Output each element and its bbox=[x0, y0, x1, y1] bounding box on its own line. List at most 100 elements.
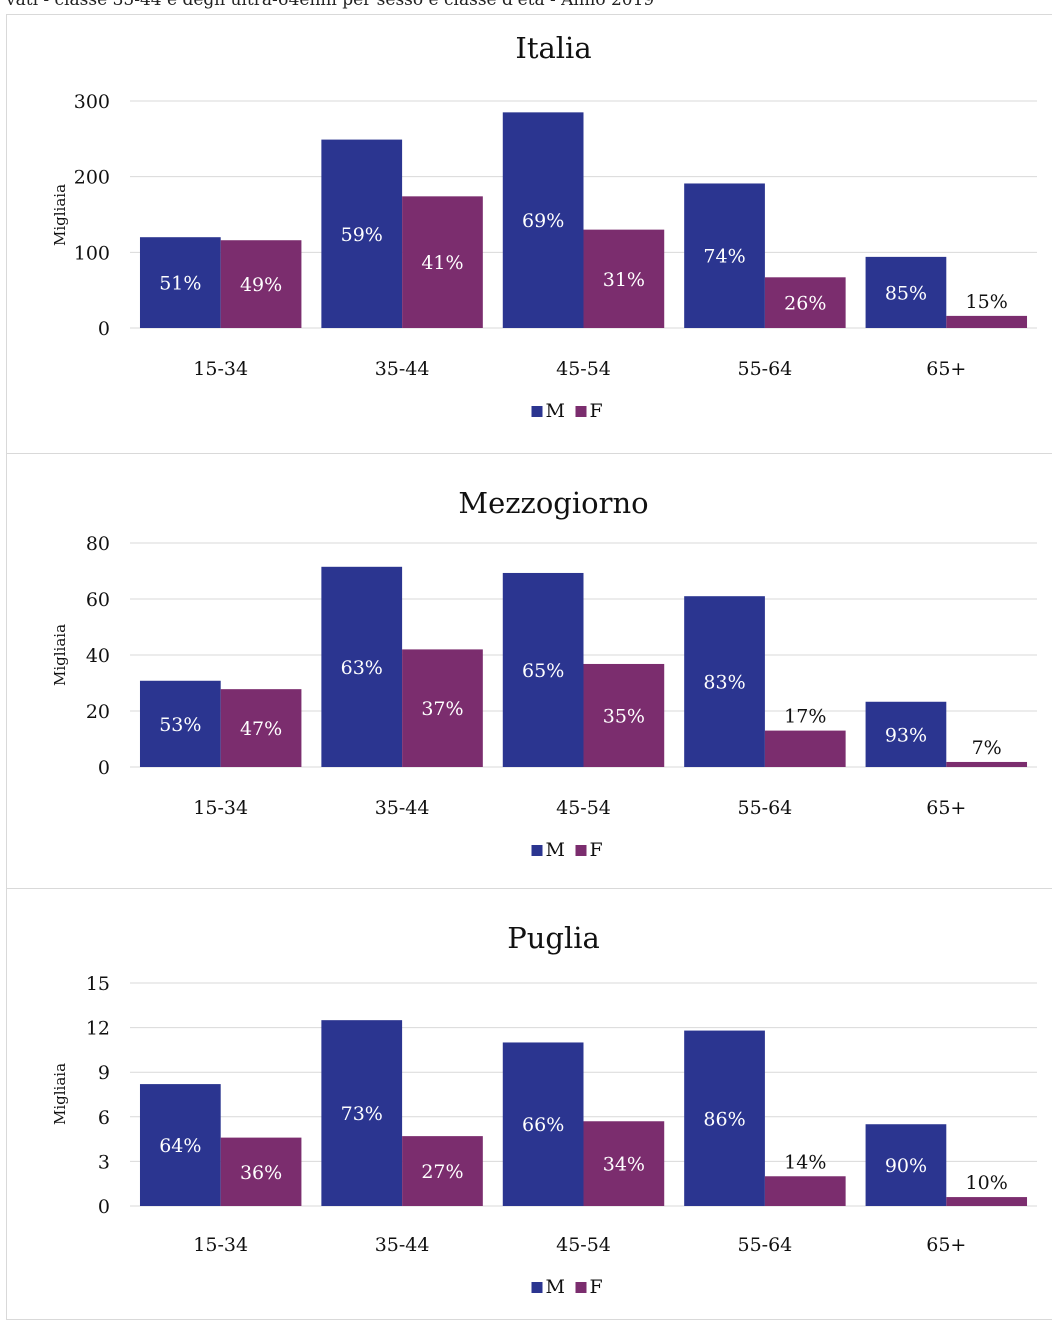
x-tick-label: 65+ bbox=[926, 797, 966, 819]
chart-italia: Italia Migliaia 0 100 200 300 51% 49% 15-34 59% 41… bbox=[51, 31, 1037, 422]
bar-f-45-54 bbox=[583, 1121, 665, 1206]
bar-f-55-64 bbox=[764, 1176, 846, 1206]
bar-f-55-64 bbox=[764, 730, 846, 767]
y-tick-label: 0 bbox=[98, 1196, 110, 1218]
data-label: 73% bbox=[341, 1103, 383, 1125]
x-tick-label: 65+ bbox=[926, 358, 966, 380]
bar-m-65+ bbox=[865, 256, 947, 328]
data-label: 10% bbox=[966, 1172, 1008, 1194]
legend-swatch-m bbox=[531, 406, 543, 417]
bar-m-15-34 bbox=[139, 680, 221, 767]
data-label: 26% bbox=[784, 293, 826, 315]
x-tick-label: 35-44 bbox=[375, 797, 430, 819]
data-label: 51% bbox=[159, 273, 201, 295]
data-label: 64% bbox=[159, 1135, 201, 1157]
y-tick-label: 9 bbox=[98, 1062, 110, 1084]
bar-m-45-54 bbox=[502, 1042, 584, 1206]
y-tick-label: 12 bbox=[86, 1018, 110, 1040]
x-tick-label: 55-64 bbox=[738, 1234, 793, 1256]
bar-m-35-44 bbox=[321, 1020, 403, 1206]
y-tick-label: 300 bbox=[74, 91, 110, 113]
bar-m-35-44 bbox=[321, 566, 403, 767]
y-axis-label: Migliaia bbox=[51, 624, 69, 686]
y-tick-label: 200 bbox=[74, 167, 110, 189]
y-tick-label: 3 bbox=[98, 1151, 110, 1173]
legend-label-m: M bbox=[546, 1276, 565, 1298]
y-axis-label: Migliaia bbox=[51, 184, 69, 246]
y-tick-label: 20 bbox=[86, 701, 110, 723]
data-label: 65% bbox=[522, 660, 564, 682]
data-label: 37% bbox=[421, 698, 463, 720]
data-label: 15% bbox=[966, 291, 1008, 313]
data-label: 86% bbox=[703, 1108, 745, 1130]
data-label: 66% bbox=[522, 1114, 564, 1136]
bar-f-65+ bbox=[946, 1197, 1028, 1206]
bar-f-15-34 bbox=[220, 1137, 302, 1206]
x-tick-label: 15-34 bbox=[193, 358, 248, 380]
data-label: 14% bbox=[784, 1151, 826, 1173]
chart-title: Mezzogiorno bbox=[458, 486, 648, 520]
data-label: 83% bbox=[703, 672, 745, 694]
legend-swatch-m bbox=[531, 845, 543, 856]
y-tick-label: 0 bbox=[98, 318, 110, 340]
data-label: 63% bbox=[341, 657, 383, 679]
chart-title: Italia bbox=[515, 31, 591, 65]
data-label: 85% bbox=[885, 282, 927, 304]
data-label: 34% bbox=[603, 1154, 645, 1176]
legend-swatch-f bbox=[575, 406, 587, 417]
data-label: 74% bbox=[703, 246, 745, 268]
chart-puglia: Puglia Migliaia 0 3 6 9 12 15 64% 36% 15-34 73% 27% 3… bbox=[51, 921, 1037, 1298]
bar-f-35-44 bbox=[402, 649, 483, 767]
chart-panel-mezzogiorno: Mezzogiorno Migliaia 0 20 40 60 80 53% 47% 15-34 6… bbox=[6, 453, 1052, 889]
data-label: 53% bbox=[159, 714, 201, 736]
data-label: 27% bbox=[421, 1161, 463, 1183]
y-tick-label: 0 bbox=[98, 757, 110, 779]
bar-m-15-34 bbox=[139, 237, 221, 328]
bar-f-15-34 bbox=[220, 689, 302, 767]
bar-m-55-64 bbox=[684, 596, 765, 767]
data-label: 31% bbox=[603, 269, 645, 291]
legend-label-m: M bbox=[546, 400, 565, 422]
x-tick-label: 15-34 bbox=[193, 1234, 248, 1256]
bar-f-45-54 bbox=[583, 229, 665, 328]
legend-label-f: F bbox=[590, 400, 603, 422]
chart-title: Puglia bbox=[507, 921, 600, 955]
x-tick-label: 55-64 bbox=[738, 797, 793, 819]
bar-m-15-34 bbox=[139, 1084, 221, 1206]
data-label: 47% bbox=[240, 718, 282, 740]
y-tick-label: 15 bbox=[86, 973, 110, 995]
bar-m-65+ bbox=[865, 701, 947, 767]
data-label: 7% bbox=[972, 737, 1002, 759]
bar-f-35-44 bbox=[402, 196, 483, 328]
bar-f-65+ bbox=[946, 315, 1028, 328]
bar-m-55-64 bbox=[684, 183, 765, 328]
bar-f-55-64 bbox=[764, 277, 846, 328]
data-label: 35% bbox=[603, 705, 645, 727]
x-tick-label: 55-64 bbox=[738, 358, 793, 380]
x-tick-label: 35-44 bbox=[375, 358, 430, 380]
data-label: 90% bbox=[885, 1155, 927, 1177]
y-tick-label: 80 bbox=[86, 533, 110, 555]
x-tick-label: 45-54 bbox=[556, 1234, 611, 1256]
x-tick-label: 45-54 bbox=[556, 797, 611, 819]
legend-label-f: F bbox=[590, 839, 603, 861]
data-label: 69% bbox=[522, 210, 564, 232]
bar-m-45-54 bbox=[502, 572, 584, 767]
legend-swatch-m bbox=[531, 1282, 543, 1293]
legend-label-m: M bbox=[546, 839, 565, 861]
bar-m-35-44 bbox=[321, 139, 403, 328]
chart-panel-italia: Italia Migliaia 0 100 200 300 51% 49% 15-34 59% 41… bbox=[6, 14, 1052, 454]
x-tick-label: 35-44 bbox=[375, 1234, 430, 1256]
x-tick-label: 65+ bbox=[926, 1234, 966, 1256]
bar-m-55-64 bbox=[684, 1030, 765, 1206]
y-tick-label: 100 bbox=[74, 242, 110, 264]
data-label: 49% bbox=[240, 274, 282, 296]
bar-f-45-54 bbox=[583, 663, 665, 767]
data-label: 17% bbox=[784, 706, 826, 728]
bar-m-45-54 bbox=[502, 112, 584, 328]
data-label: 59% bbox=[341, 224, 383, 246]
legend-swatch-f bbox=[575, 845, 587, 856]
legend-label-f: F bbox=[590, 1276, 603, 1298]
bar-f-65+ bbox=[946, 761, 1028, 767]
data-label: 41% bbox=[421, 252, 463, 274]
